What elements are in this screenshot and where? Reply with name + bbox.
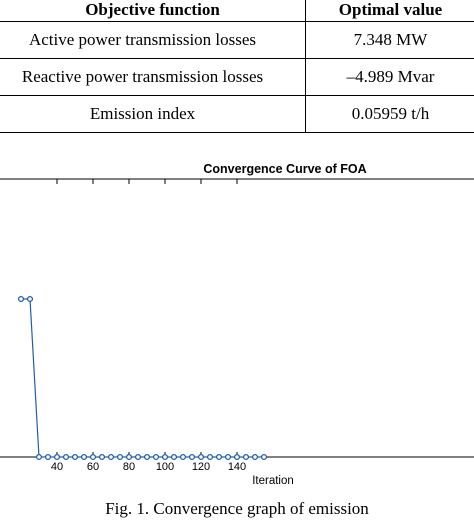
figure-caption: Fig. 1. Convergence graph of emission: [105, 499, 369, 518]
series-line: [21, 298, 264, 458]
data-point: [161, 453, 169, 461]
row-value-cell: –4.989 Mvar: [305, 58, 474, 96]
convergence-chart: Convergence Curve of FOA 40 60 80 100 120 140…: [0, 162, 474, 487]
objective-name: Reactive power transmission losses: [21, 67, 264, 86]
row-value-cell: 7.348 MW: [305, 21, 474, 59]
x-tick-label: 140: [228, 461, 246, 473]
data-point: [80, 453, 88, 461]
row-value-cell: 0.05959 t/h: [305, 95, 474, 133]
objective-value: –4.989 Mvar: [346, 67, 435, 86]
data-point: [242, 453, 250, 461]
data-point: [125, 453, 133, 461]
data-point: [251, 453, 259, 461]
data-point: [107, 453, 115, 461]
table-row: Reactive power transmission losses –4.98…: [0, 58, 474, 96]
header-optimal-label: Optimal value: [338, 0, 443, 19]
x-tick-label: 60: [87, 461, 99, 473]
data-point: [152, 453, 160, 461]
data-point: [53, 453, 61, 461]
data-point: [233, 453, 241, 461]
data-point: [260, 453, 268, 461]
row-objective-cell: Active power transmission losses: [0, 21, 306, 59]
objective-value: 0.05959 t/h: [351, 104, 430, 123]
objective-name: Active power transmission losses: [28, 30, 257, 49]
row-objective-cell: Emission index: [0, 95, 306, 133]
data-point: [215, 453, 223, 461]
data-point: [89, 453, 97, 461]
table-header-row: Objective function Optimal value: [0, 0, 474, 22]
row-objective-cell: Reactive power transmission losses: [0, 58, 306, 96]
data-point: [26, 295, 34, 303]
header-objective-label: Objective function: [85, 0, 220, 19]
data-point: [197, 453, 205, 461]
series-markers: [17, 295, 268, 461]
data-point: [62, 453, 70, 461]
x-tick-label: 80: [123, 461, 135, 473]
data-point: [17, 295, 25, 303]
x-tick-label: 120: [192, 461, 210, 473]
table-row: Emission index 0.05959 t/h: [0, 95, 474, 133]
data-point: [143, 453, 151, 461]
data-point: [44, 453, 52, 461]
data-point: [188, 453, 196, 461]
header-optimal-value: Optimal value: [305, 0, 474, 22]
data-point: [206, 453, 214, 461]
table-row: Active power transmission losses 7.348 M…: [0, 21, 474, 59]
x-tick-label: 100: [156, 461, 174, 473]
data-point: [170, 453, 178, 461]
data-point: [116, 453, 124, 461]
data-point: [179, 453, 187, 461]
x-tick-label: 40: [51, 461, 63, 473]
data-point: [71, 453, 79, 461]
x-ticks: 40 60 80 100 120 140: [51, 179, 246, 473]
objective-name: Emission index: [89, 104, 196, 123]
x-axis-label: Iteration: [252, 475, 294, 487]
data-point: [98, 453, 106, 461]
results-table: Objective function Optimal value Active …: [0, 0, 474, 133]
header-objective-function: Objective function: [0, 0, 306, 22]
data-point: [134, 453, 142, 461]
data-point: [35, 453, 43, 461]
chart-title: Convergence Curve of FOA: [203, 162, 366, 176]
data-point: [224, 453, 232, 461]
objective-value: 7.348 MW: [353, 30, 428, 49]
